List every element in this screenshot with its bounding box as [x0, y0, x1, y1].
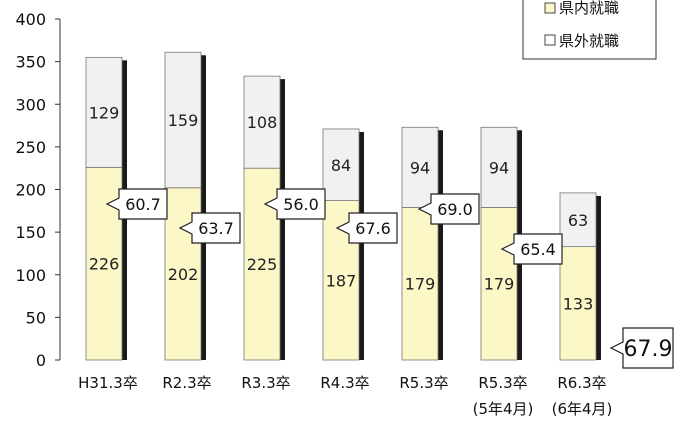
bar-label-kennai: 179 — [405, 275, 436, 294]
bar-kengai — [243, 75, 281, 169]
bar-kennai — [401, 207, 439, 361]
x-tick-label: R6.3卒 — [557, 374, 606, 392]
ratio-callout-label: 67.6 — [355, 219, 391, 238]
bar-label-kennai: 133 — [563, 294, 594, 313]
ratio-callout-box — [105, 188, 168, 220]
bar-label-kennai: 226 — [89, 255, 120, 274]
ratio-callout-label: 60.7 — [125, 195, 161, 214]
x-tick-sublabel: (6年4月) — [552, 400, 613, 418]
x-tick-label: R3.3卒 — [241, 374, 290, 392]
ratio-callout-label: 56.0 — [283, 195, 319, 214]
bar-kengai — [85, 56, 123, 168]
ratio-callout-label: 69.0 — [437, 200, 473, 219]
ratio-callout-box — [263, 188, 326, 220]
bar-shadow — [201, 55, 206, 361]
bar-label-kennai: 202 — [168, 265, 199, 284]
ratio-callout-label: 63.7 — [198, 219, 234, 238]
bar-shadow — [438, 130, 443, 360]
bar-kengai — [559, 192, 597, 248]
x-tick-label: R5.3卒 — [399, 374, 448, 392]
bar-kengai — [480, 126, 518, 208]
y-tick-label: 250 — [15, 138, 46, 157]
ratio-callout-box — [178, 212, 241, 244]
bar-label-kengai: 63 — [568, 211, 588, 230]
legend-label-kengai: 県外就職 — [559, 32, 619, 50]
ratio-callout-box — [609, 327, 674, 369]
y-tick-label: 100 — [15, 266, 46, 285]
legend-label-kennai: 県内就職 — [559, 0, 619, 17]
bar-shadow — [359, 131, 364, 360]
bar-label-kengai: 129 — [89, 103, 120, 122]
bar-label-kengai: 108 — [247, 113, 278, 132]
y-tick-label: 50 — [26, 308, 46, 327]
bar-kennai — [480, 207, 518, 361]
ratio-callout-box — [417, 193, 480, 225]
ratio-callout-box — [335, 212, 398, 244]
x-axis-labels: H31.3卒 R2.3卒 R3.3卒 R4.3卒 R5.3卒 R5.3卒 (5年4月) R6.… — [78, 374, 612, 418]
legend-swatch-kennai — [544, 2, 556, 14]
x-tick-sublabel: (5年4月) — [473, 400, 534, 418]
bar-label-kengai: 94 — [410, 158, 430, 177]
ratio-callout-box — [500, 233, 563, 265]
bar-label-kengai: 159 — [168, 111, 199, 130]
bar-label-kennai: 179 — [484, 275, 515, 294]
bar-shadow — [596, 195, 601, 360]
ratio-callout-label: 67.9 — [624, 337, 673, 362]
bar-kengai — [164, 51, 202, 189]
y-tick-label: 400 — [15, 10, 46, 29]
y-axis: 0 50 100 150 200 250 300 350 400 — [15, 10, 61, 370]
bar-label-kennai: 187 — [326, 271, 357, 290]
x-tick-label: R2.3卒 — [162, 374, 211, 392]
bar-label-kennai: 225 — [247, 255, 278, 274]
ratio-callout-label: 65.4 — [520, 240, 556, 259]
ratio-callouts: 60.7 63.7 56.0 67.6 69.0 65.4 67.9 — [105, 188, 674, 369]
y-tick-label: 0 — [36, 351, 46, 370]
x-tick-label: R4.3卒 — [320, 374, 369, 392]
x-tick-label: R5.3卒 — [478, 374, 527, 392]
legend-swatch-kengai — [544, 34, 556, 46]
bar-kengai — [322, 128, 360, 201]
y-tick-label: 150 — [15, 223, 46, 242]
legend: 県内就職 県外就職 — [522, 0, 657, 60]
bar-kennai — [559, 246, 597, 361]
bar-label-kengai: 84 — [331, 156, 351, 175]
y-tick-label: 300 — [15, 95, 46, 114]
y-tick-label: 350 — [15, 53, 46, 72]
y-tick-label: 200 — [15, 181, 46, 200]
x-tick-label: H31.3卒 — [78, 374, 138, 392]
bar-label-kengai: 94 — [489, 158, 509, 177]
